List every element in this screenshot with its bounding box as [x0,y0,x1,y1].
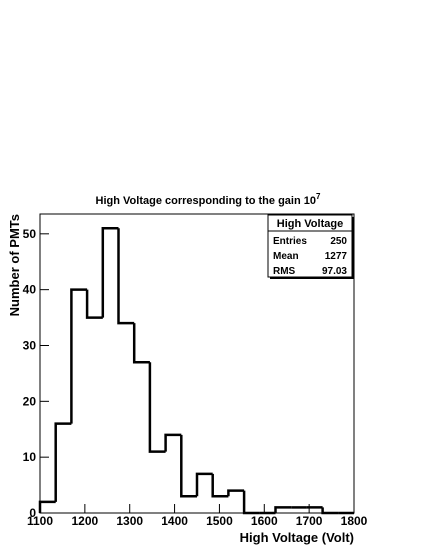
x-tick-label: 1500 [206,514,233,528]
x-tick-label: 1200 [72,514,99,528]
histogram-bin [132,323,150,364]
histogram-bin [180,434,197,498]
x-tick-label: 1800 [341,514,368,528]
plot-frame [39,213,355,514]
histogram-bin [38,500,56,513]
x-tick-label: 1100 [27,514,53,528]
stats-value: 250 [330,236,347,247]
chart-title-main: High Voltage corresponding to the gain 1… [96,195,316,207]
y-tick-label: 20 [23,394,37,408]
stats-box: High Voltage Entries 250 Mean 1277 RMS 97.03 [267,214,354,279]
histogram-bin [85,289,103,319]
stats-label: Entries [273,236,307,247]
histogram-bin [274,506,292,513]
x-tick-label: 1400 [161,514,188,528]
x-axis-label: High Voltage (Volt) [240,530,354,545]
stats-title: High Voltage [277,218,343,230]
histogram-bin [54,422,72,502]
y-tick-label: 40 [23,283,37,297]
stats-label: RMS [273,266,296,277]
chart-title: High Voltage corresponding to the gain 1… [96,192,321,207]
y-tick-label: 50 [23,227,37,241]
histogram-bin [148,362,166,453]
y-tick-label: 10 [23,450,37,464]
histogram-bin [211,473,229,498]
stats-value: 97.03 [322,266,347,277]
x-tick-label: 1300 [116,514,143,528]
x-tick-label: 1600 [251,514,278,528]
histogram-bin [195,472,213,497]
chart-title-superscript: 7 [316,192,321,201]
histogram-bin [164,433,182,452]
histogram-bin [242,490,260,515]
y-axis-label: Number of PMTs [7,214,22,316]
histogram-bin [117,228,135,325]
histogram-bin [321,507,339,515]
stats-label: Mean [273,251,299,262]
y-tick-label: 0 [29,506,36,520]
histogram-bin [227,489,245,497]
x-tick-label: 1700 [296,514,323,528]
y-tick-label: 30 [23,338,37,352]
stats-value: 1277 [325,251,348,262]
stats-panel [267,214,353,278]
histogram-bin [70,288,88,424]
histogram-bin [101,226,119,318]
